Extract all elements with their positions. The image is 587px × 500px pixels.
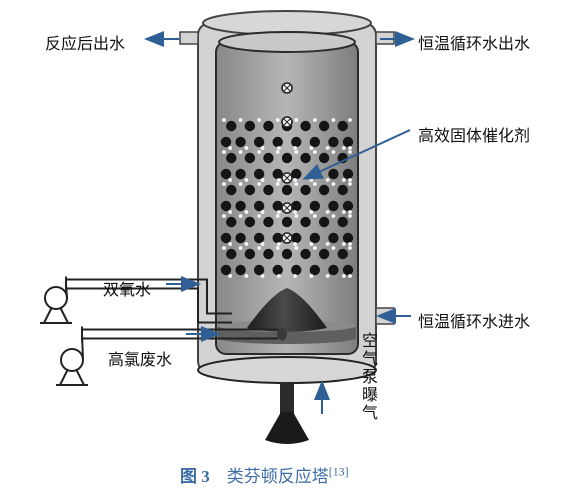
diagram-svg bbox=[0, 0, 587, 500]
label-outlet-left: 反应后出水 bbox=[45, 30, 125, 54]
label-h2o2: 双氧水 bbox=[103, 276, 151, 300]
label-catalyst: 高效固体催化剂 bbox=[418, 122, 530, 146]
figure-citation: [13] bbox=[329, 464, 349, 478]
label-recirc-in: 恒温循环水进水 bbox=[418, 308, 530, 332]
figure-caption: 图 3 类芬顿反应塔[13] bbox=[180, 462, 349, 487]
figure-number: 图 3 bbox=[180, 467, 210, 486]
figure-title: 类芬顿反应塔 bbox=[227, 467, 329, 486]
label-high-cl: 高氯废水 bbox=[108, 346, 172, 370]
label-air-pump: 空气泵曝气 bbox=[355, 332, 379, 422]
diagram-stage: 反应后出水 恒温循环水出水 高效固体催化剂 双氧水 恒温循环水进水 高氯废水 空… bbox=[0, 0, 587, 500]
label-outlet-right: 恒温循环水出水 bbox=[418, 30, 530, 54]
